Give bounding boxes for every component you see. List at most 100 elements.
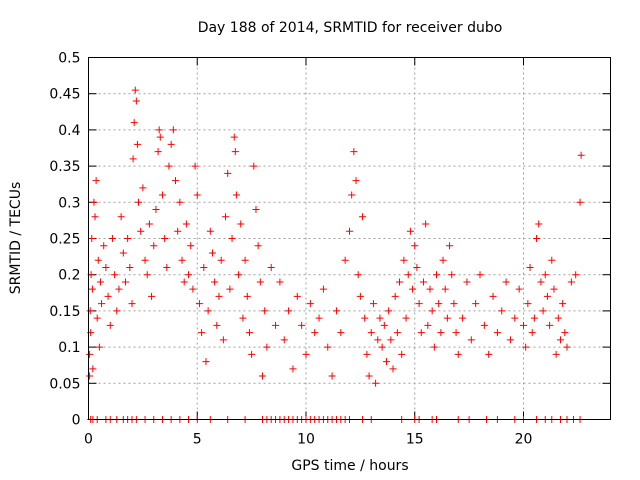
- data-point: [380, 321, 388, 329]
- data-point: [533, 235, 541, 242]
- data-point: [113, 307, 121, 315]
- data-point: [441, 285, 449, 293]
- data-point: [528, 329, 536, 337]
- x-tick-label: 15: [406, 432, 424, 448]
- data-point: [413, 263, 421, 271]
- data-point: [419, 278, 427, 286]
- data-point: [254, 242, 262, 250]
- data-point: [576, 198, 584, 206]
- data-point: [350, 148, 358, 156]
- data-point: [572, 271, 580, 279]
- data-point: [261, 307, 269, 315]
- data-point: [293, 292, 301, 300]
- data-point: [154, 148, 162, 156]
- data-point: [437, 329, 445, 337]
- data-point: [450, 300, 458, 308]
- data-point: [459, 314, 467, 322]
- data-point: [543, 292, 551, 300]
- data-point: [128, 300, 136, 308]
- data-point: [354, 271, 362, 279]
- data-point: [135, 198, 143, 206]
- data-point: [363, 350, 371, 358]
- data-point: [302, 350, 310, 358]
- data-point: [256, 278, 264, 286]
- data-point: [172, 177, 179, 185]
- data-point: [217, 256, 225, 264]
- data-point: [485, 350, 493, 358]
- data-point: [556, 336, 564, 344]
- data-point: [356, 292, 364, 300]
- data-point: [202, 358, 210, 366]
- data-point: [480, 321, 488, 329]
- data-point: [222, 213, 230, 221]
- data-point: [88, 235, 96, 242]
- data-point: [443, 314, 451, 322]
- data-point: [378, 343, 386, 351]
- y-tick-label: 0.5: [58, 51, 80, 67]
- data-point: [86, 372, 94, 380]
- data-point: [213, 321, 221, 329]
- data-point: [86, 307, 94, 315]
- data-point: [348, 191, 356, 199]
- data-point: [400, 256, 408, 264]
- data-point: [546, 321, 554, 329]
- data-point: [239, 314, 247, 322]
- data-point: [561, 329, 569, 337]
- data-point: [187, 242, 195, 250]
- y-tick-labels: 0 0.05 0.1 0.15 0.2 0.25 0.3 0.35 0.4 0.45 0.5: [49, 51, 80, 429]
- data-point: [131, 86, 139, 94]
- data-point: [161, 235, 169, 242]
- data-point: [550, 285, 558, 293]
- data-point: [319, 285, 327, 293]
- data-point: [374, 336, 382, 344]
- data-point: [130, 119, 138, 127]
- data-point: [158, 191, 166, 199]
- y-tick-label: 0.05: [49, 376, 80, 392]
- data-point: [406, 227, 414, 235]
- data-point: [515, 285, 523, 293]
- data-point: [95, 343, 103, 351]
- data-point: [204, 307, 212, 315]
- data-point: [398, 350, 406, 358]
- x-tick-label: 10: [297, 432, 315, 448]
- data-point: [93, 314, 101, 322]
- data-point: [385, 307, 393, 315]
- data-point: [382, 358, 390, 366]
- data-point: [148, 292, 156, 300]
- data-point: [104, 292, 112, 300]
- data-point: [489, 292, 497, 300]
- data-point: [396, 278, 404, 286]
- data-point: [89, 365, 97, 373]
- y-tick-label: 0.15: [49, 304, 80, 320]
- data-point: [559, 300, 567, 308]
- data-point: [155, 126, 163, 134]
- data-point: [152, 206, 160, 214]
- data-point: [285, 307, 293, 315]
- data-point: [145, 220, 153, 228]
- data-point: [387, 336, 395, 344]
- data-point: [228, 235, 236, 242]
- data-point: [174, 227, 182, 235]
- x-tick-label: 20: [515, 432, 533, 448]
- data-point: [86, 350, 94, 358]
- data-point: [219, 336, 227, 344]
- data-point: [393, 329, 401, 337]
- data-point: [365, 372, 373, 380]
- data-point: [248, 350, 256, 358]
- data-point: [332, 307, 340, 315]
- data-point: [567, 278, 575, 286]
- data-point: [361, 314, 369, 322]
- plot-frame: [88, 57, 611, 420]
- y-tick-label: 0.25: [49, 232, 80, 248]
- data-point: [198, 329, 206, 337]
- data-point: [121, 278, 129, 286]
- data-point: [143, 271, 151, 279]
- data-point: [417, 329, 425, 337]
- data-point: [539, 307, 547, 315]
- y-tick-label: 0: [72, 413, 81, 429]
- data-point: [191, 162, 199, 170]
- data-point: [433, 271, 440, 279]
- data-point: [346, 227, 353, 235]
- data-point: [132, 97, 140, 105]
